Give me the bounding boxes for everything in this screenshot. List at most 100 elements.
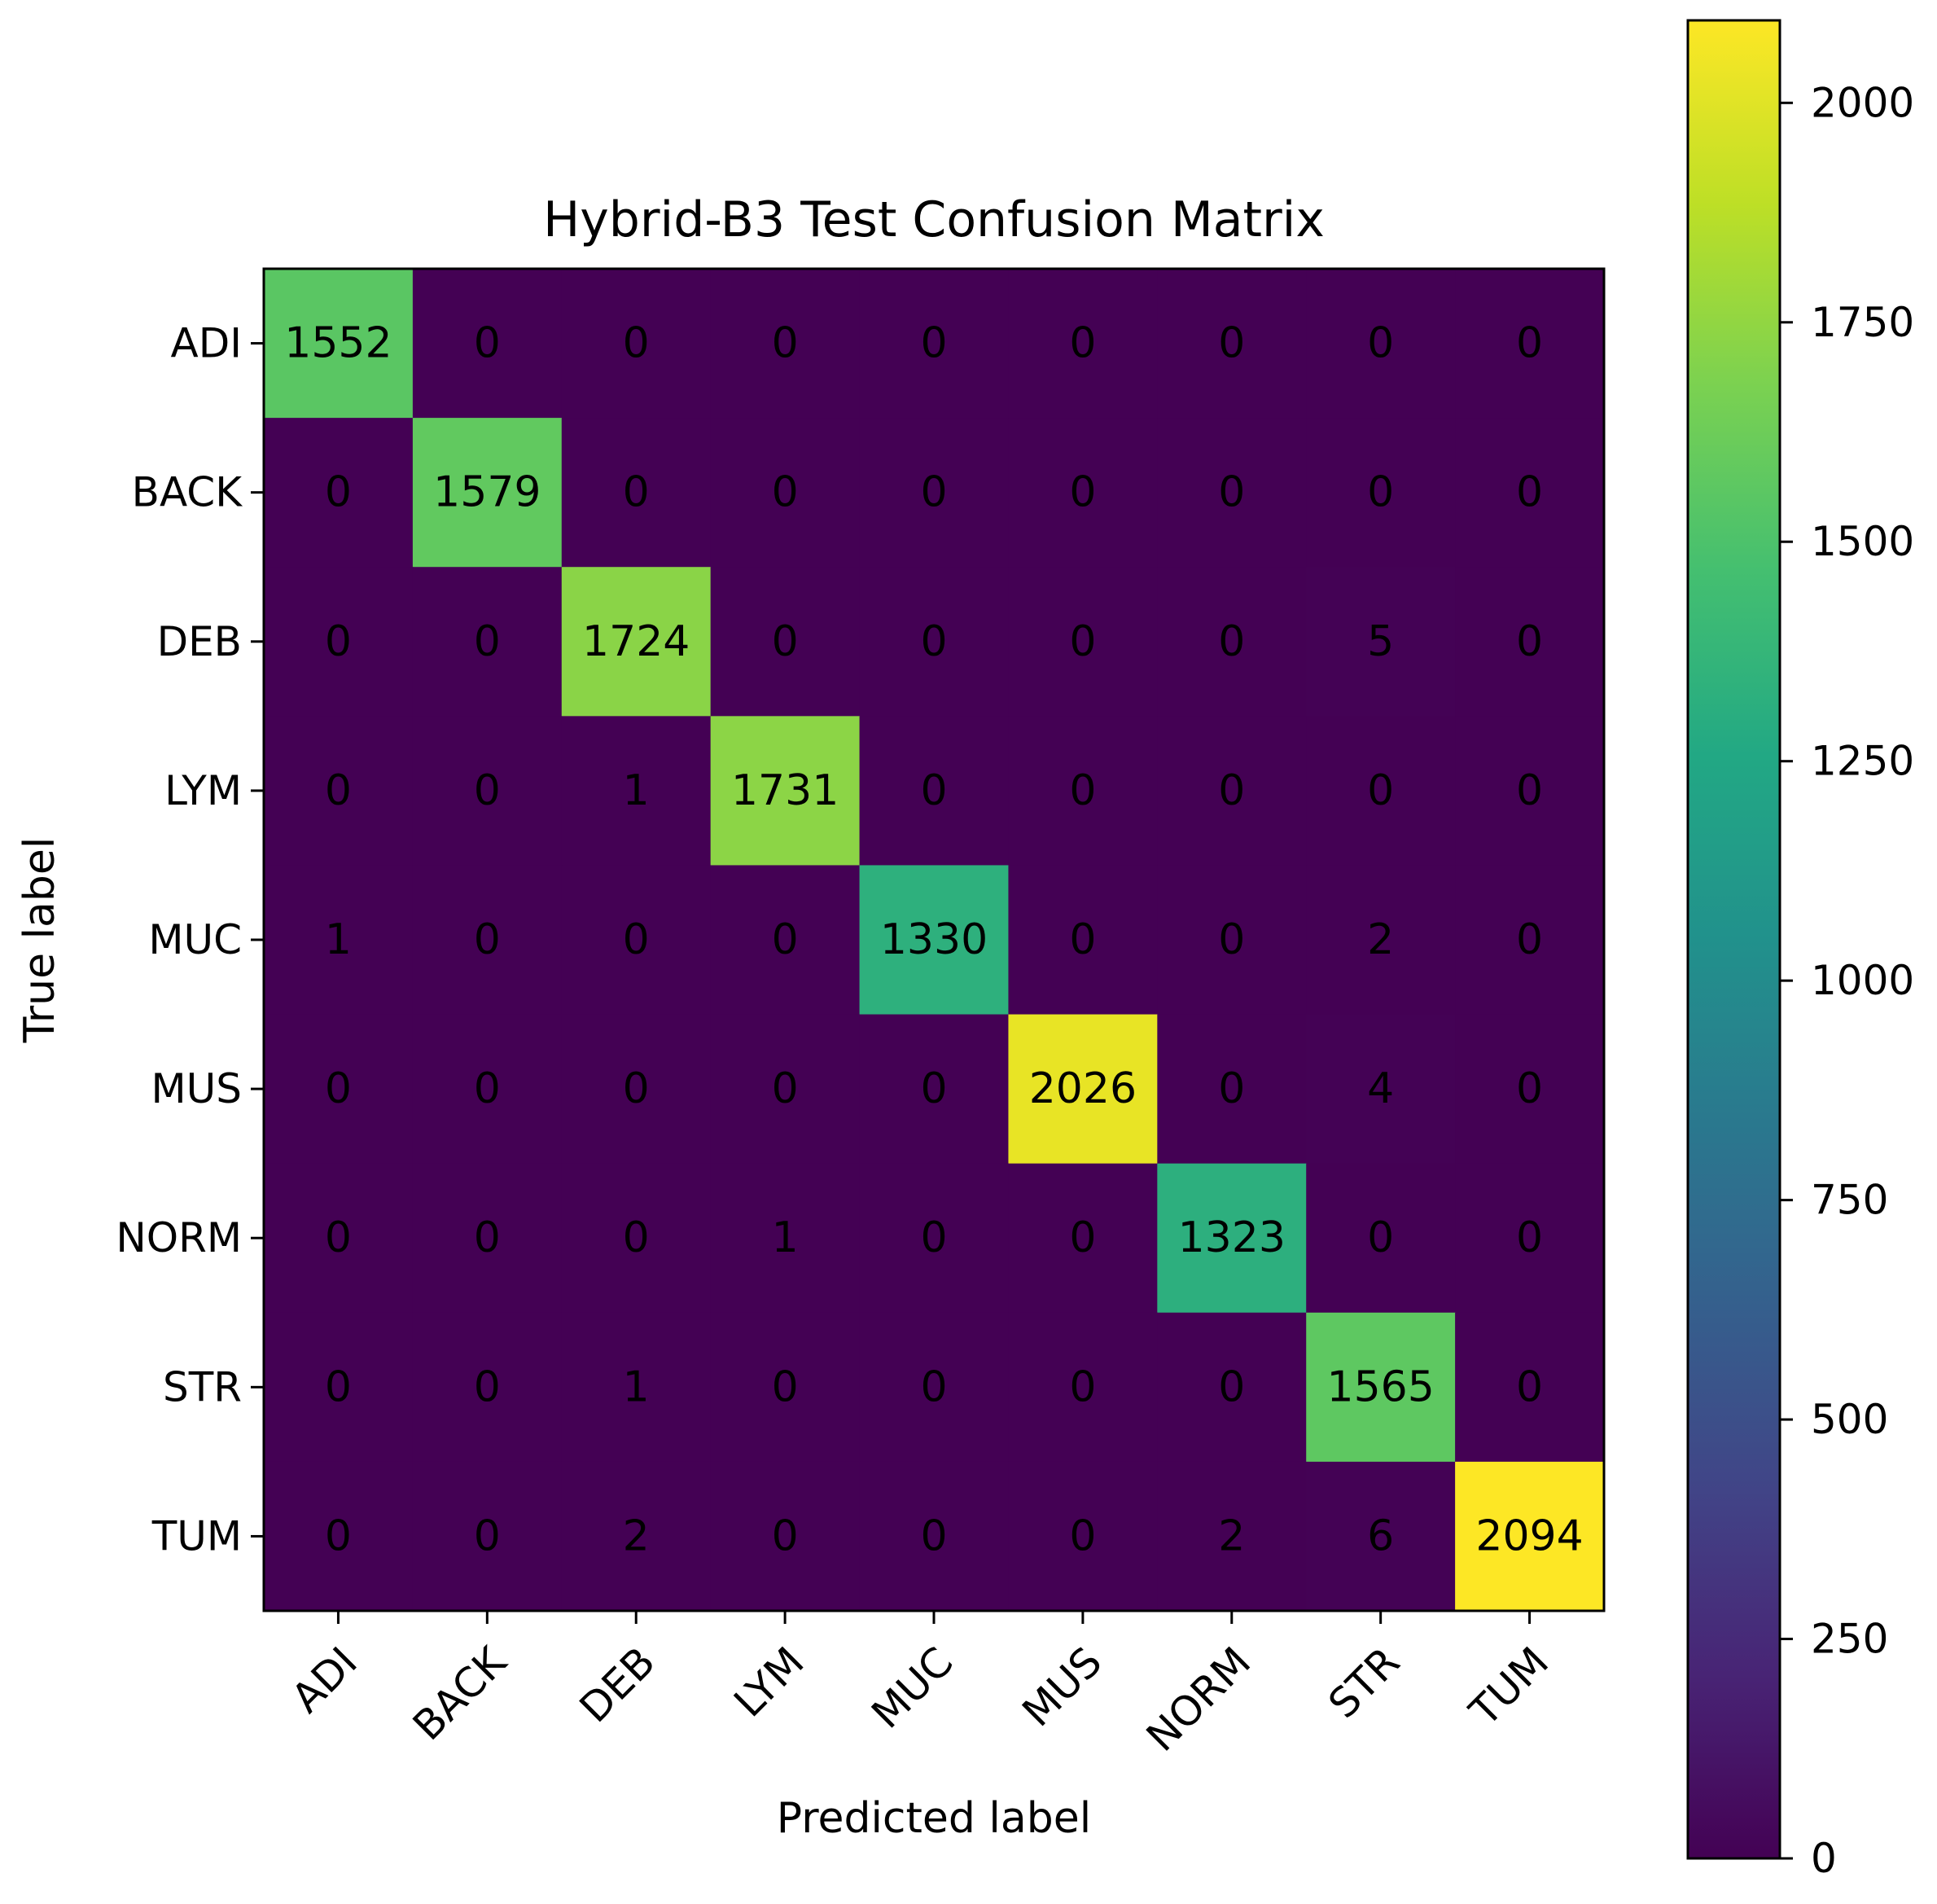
colorbar-gradient	[1688, 20, 1780, 1858]
heatmap-cell	[1455, 1461, 1605, 1612]
cell-value-label: 0	[772, 319, 799, 368]
x-tick-label: TUM	[1460, 1638, 1558, 1735]
cell-value-label: 0	[1367, 468, 1394, 517]
heatmap-cell	[561, 1312, 712, 1463]
heatmap-cell	[1157, 1312, 1307, 1463]
heatmap-cell	[412, 567, 563, 717]
heatmap-cell	[412, 865, 563, 1016]
x-tick-label: LYM	[725, 1638, 813, 1726]
cell-value-label: 0	[325, 766, 352, 815]
cell-value-label: 0	[325, 1064, 352, 1113]
cell-value-label: 0	[1069, 1362, 1096, 1411]
cell-value-label: 0	[1218, 1362, 1245, 1411]
y-tick-label: MUS	[151, 1065, 242, 1112]
heatmap-cell	[859, 418, 1010, 568]
cell-value-label: 4	[1367, 1064, 1394, 1113]
heatmap-cell	[561, 1163, 712, 1314]
x-axis-ticks: ADI BACK DEB LYM MUC MUS NORM STR TUM	[283, 1611, 1558, 1761]
cell-value-label: 0	[1516, 915, 1543, 964]
heatmap-cell	[412, 716, 563, 866]
heatmap-cell	[412, 1014, 563, 1165]
heatmap-cell	[859, 1014, 1010, 1165]
heatmap-cell	[859, 567, 1010, 717]
y-tick-label: BACK	[132, 469, 243, 516]
colorbar-tick-label: 1750	[1811, 299, 1914, 346]
cell-value-label: 0	[1069, 1213, 1096, 1262]
heatmap-cell	[412, 1461, 563, 1612]
heatmap-cell	[1455, 1312, 1605, 1463]
cell-value-label: 0	[325, 1213, 352, 1262]
heatmap-cell	[1455, 1163, 1605, 1314]
heatmap-cell	[264, 567, 414, 717]
heatmap-cell	[1157, 716, 1307, 866]
cell-value-label: 1	[623, 1362, 650, 1411]
heatmap-cell	[1008, 567, 1158, 717]
cell-value-label: 0	[474, 1362, 501, 1411]
y-axis-ticks: ADI BACK DEB LYM MUC MUS NORM STR TUM	[116, 320, 264, 1560]
cell-value-label: 0	[623, 319, 650, 368]
cell-value-label: 0	[920, 1064, 947, 1113]
cell-value-label: 0	[1516, 617, 1543, 666]
cell-value-label: 0	[325, 1511, 352, 1560]
heatmap-cell	[1306, 567, 1456, 717]
cell-value-label: 0	[474, 1213, 501, 1262]
x-tick-label: BACK	[404, 1638, 516, 1750]
heatmap-cell	[264, 1014, 414, 1165]
heatmap-cell	[710, 1312, 861, 1463]
heatmap-cell	[264, 418, 414, 568]
heatmap-cell	[264, 1461, 414, 1612]
heatmap-cell	[1306, 418, 1456, 568]
y-tick-label: NORM	[116, 1214, 242, 1261]
colorbar-tick-label: 500	[1811, 1396, 1888, 1443]
cell-value-label: 1724	[582, 617, 690, 666]
colorbar-tick-label: 2000	[1811, 79, 1914, 126]
cell-value-label: 0	[1069, 915, 1096, 964]
cell-value-label: 0	[1069, 1511, 1096, 1560]
cell-value-label: 0	[772, 1511, 799, 1560]
cell-value-label: 0	[474, 1511, 501, 1560]
heatmap-cell	[710, 1163, 861, 1314]
x-tick-label: ADI	[283, 1638, 366, 1722]
cell-value-label: 2	[623, 1511, 650, 1560]
x-axis-label: Predicted label	[777, 1794, 1091, 1843]
heatmap-cell	[1008, 418, 1158, 568]
colorbar-ticks: 0 250 500 750 1000 1250 1500 1750 2000	[1780, 79, 1914, 1882]
cell-value-label: 1731	[731, 766, 839, 815]
cell-value-label: 0	[1069, 468, 1096, 517]
cell-value-label: 0	[920, 1213, 947, 1262]
heatmap-cell	[1455, 418, 1605, 568]
cell-value-label: 0	[920, 617, 947, 666]
cell-value-label: 0	[1516, 766, 1543, 815]
cell-value-label: 2026	[1029, 1064, 1137, 1113]
heatmap-cell	[412, 1312, 563, 1463]
cell-value-label: 2094	[1475, 1511, 1583, 1560]
heatmap-cell	[1008, 1312, 1158, 1463]
heatmap-cell	[1008, 1163, 1158, 1314]
heatmap-cell	[710, 567, 861, 717]
cell-value-label: 0	[623, 1213, 650, 1262]
cell-value-label: 0	[474, 319, 501, 368]
cell-value-label: 0	[325, 1362, 352, 1411]
heatmap-cell	[561, 1014, 712, 1165]
cell-value-label: 0	[772, 468, 799, 517]
cell-value-label: 0	[1516, 1213, 1543, 1262]
cell-value-label: 0	[1516, 1362, 1543, 1411]
heatmap-cell	[710, 1461, 861, 1612]
y-axis-label: True label	[15, 837, 64, 1044]
x-tick-label: MUC	[862, 1638, 962, 1737]
heatmap-cell	[1306, 1014, 1456, 1165]
heatmap-cell	[412, 269, 563, 419]
cell-value-label: 0	[474, 1064, 501, 1113]
cell-value-label: 0	[1218, 766, 1245, 815]
x-tick-label: MUS	[1014, 1638, 1111, 1735]
cell-value-label: 0	[772, 1064, 799, 1113]
heatmap-cell	[1008, 865, 1158, 1016]
cell-value-label: 0	[1069, 766, 1096, 815]
heatmap-cell	[561, 567, 712, 717]
heatmap-cell	[1157, 418, 1307, 568]
heatmap-cell	[859, 716, 1010, 866]
colorbar-tick-label: 1250	[1811, 738, 1914, 785]
cell-value-label: 2	[1218, 1511, 1245, 1560]
heatmap-cell	[710, 865, 861, 1016]
